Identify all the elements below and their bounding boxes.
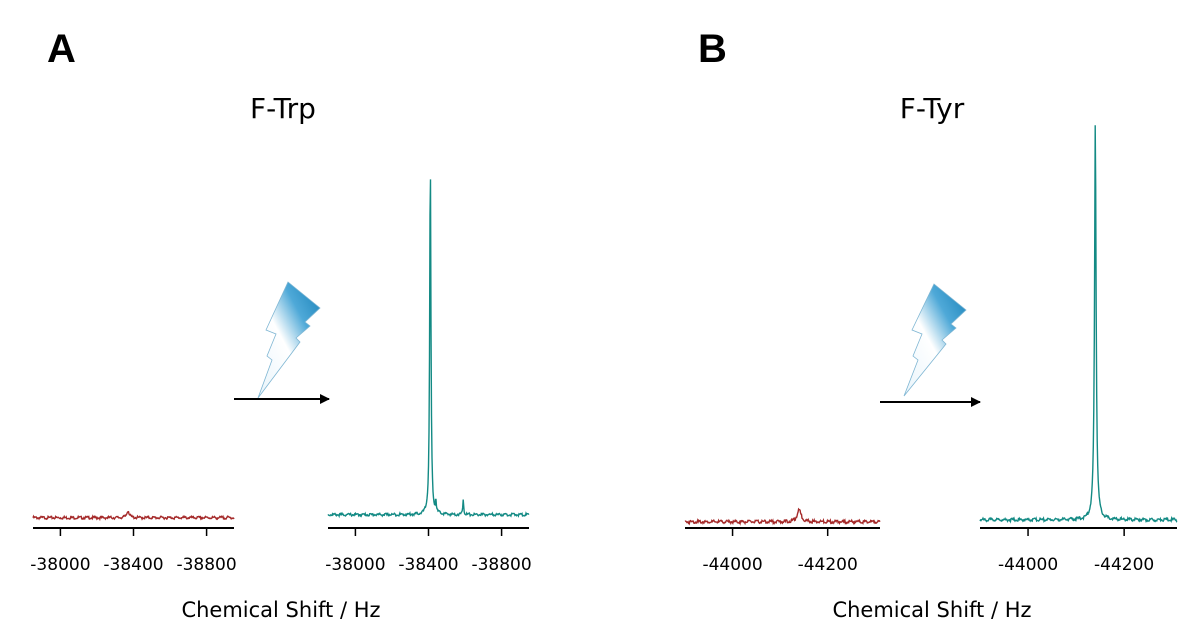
- x-tick-label: -44200: [1094, 555, 1154, 575]
- x-axis-title-b: Chemical Shift / Hz: [832, 598, 1031, 622]
- lightning-bolt-icon: [257, 281, 321, 399]
- lightning-bolt-icon: [903, 283, 967, 397]
- x-tick-label: -38800: [471, 555, 531, 575]
- x-tick-label: -38400: [398, 555, 458, 575]
- spectrum-line: [684, 507, 881, 526]
- x-axis-title-a: Chemical Shift / Hz: [181, 598, 380, 622]
- x-tick-label: -44000: [702, 555, 762, 575]
- spectrum-line: [979, 125, 1178, 524]
- x-tick-label: -38800: [176, 555, 236, 575]
- panel-title-a: F-Trp: [250, 92, 316, 125]
- spectrum-line: [32, 510, 235, 522]
- panel-label-b: B: [698, 27, 727, 71]
- x-tick-label: -44200: [798, 555, 858, 575]
- spectrum-line: [327, 179, 530, 519]
- x-tick-label: -38400: [103, 555, 163, 575]
- panel-title-b: F-Tyr: [900, 92, 965, 125]
- x-tick-label: -44000: [998, 555, 1058, 575]
- plot-layer: -38000 -38400 -38800 -38000 -38400 -38800 -440…: [30, 125, 1178, 575]
- x-tick-label: -38000: [30, 555, 90, 575]
- x-tick-label: -38000: [325, 555, 385, 575]
- panel-label-a: A: [47, 27, 76, 71]
